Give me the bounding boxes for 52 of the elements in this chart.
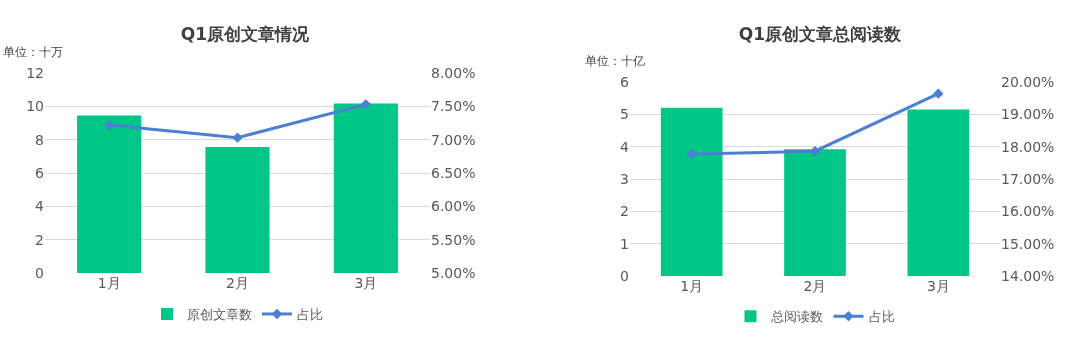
y2-tick-label: 6.00%: [431, 198, 476, 215]
y-axis-title: 单位：十亿: [585, 54, 645, 68]
y2-tick-label: 8.00%: [431, 64, 476, 81]
y2-tick-label: 15.00%: [1001, 235, 1055, 252]
y-tick-label: 4: [620, 138, 630, 155]
y-tick-label: 6: [620, 73, 630, 90]
y-tick-label: 1: [620, 235, 629, 252]
legend-label: 占比: [297, 307, 323, 323]
y-tick-label: 6: [35, 164, 45, 181]
y-tick-label: 10: [26, 98, 44, 115]
y-tick-label: 2: [620, 203, 629, 220]
y2-tick-label: 18.00%: [1001, 138, 1055, 155]
y-tick-label: 2: [35, 231, 44, 248]
legend-label: 占比: [868, 309, 895, 325]
bar: [907, 109, 970, 276]
point: [686, 148, 697, 160]
bar: [784, 149, 846, 276]
y-tick-label: 0: [35, 264, 44, 281]
x-tick-label: 3月: [926, 278, 950, 294]
y2-tick-label: 5.00%: [431, 264, 476, 281]
y-tick-label: 5: [620, 106, 629, 123]
bar: [333, 103, 398, 273]
point: [933, 88, 944, 99]
y2-tick-label: 6.50%: [431, 164, 476, 181]
bar: [205, 147, 270, 273]
y2-tick-label: 16.00%: [1001, 203, 1055, 220]
y2-tick-label: 14.00%: [1001, 267, 1055, 284]
y-tick-label: 4: [35, 198, 45, 215]
x-tick-label: 2月: [226, 275, 249, 291]
y2-tick-label: 17.00%: [1001, 170, 1055, 187]
y-tick-label: 0: [620, 267, 629, 284]
point: [360, 99, 372, 110]
bar: [77, 115, 142, 273]
legend-label: 原创文章数: [187, 307, 252, 323]
x-tick-label: 2月: [803, 278, 827, 294]
y-tick-label: 12: [26, 64, 44, 81]
y-axis-title: 单位：十万: [3, 45, 63, 59]
chart-title: Q1原创文章总阅读数: [738, 24, 903, 45]
y2-tick-label: 7.00%: [431, 131, 476, 148]
point: [232, 132, 243, 143]
x-tick-label: 1月: [680, 278, 704, 294]
y2-tick-label: 19.00%: [1001, 106, 1055, 123]
x-tick-label: 3月: [354, 275, 378, 291]
x-tick-label: 1月: [97, 275, 121, 291]
bar: [660, 107, 723, 276]
y2-tick-label: 5.50%: [431, 231, 476, 248]
y2-tick-label: 7.50%: [431, 98, 476, 115]
y2-tick-label: 20.00%: [1001, 73, 1055, 90]
legend-label: 总阅读数: [769, 309, 823, 325]
y-tick-label: 8: [35, 131, 44, 148]
y-tick-label: 3: [620, 170, 629, 187]
chart-title: Q1原创文章情况: [180, 24, 311, 45]
